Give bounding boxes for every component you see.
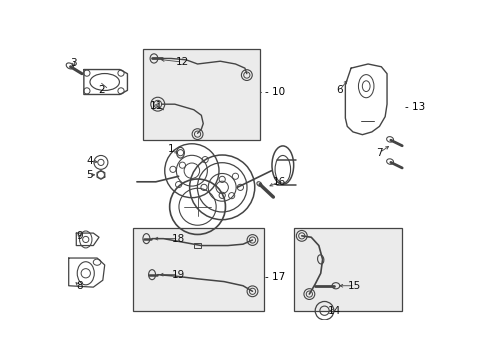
Text: 3: 3 [70, 58, 77, 68]
Text: 2: 2 [98, 85, 105, 95]
Text: 11: 11 [150, 100, 163, 111]
Text: 1: 1 [167, 144, 174, 153]
Text: 9: 9 [76, 231, 82, 241]
Text: 7: 7 [375, 148, 382, 158]
Text: 19: 19 [172, 270, 185, 280]
Text: - 10: - 10 [264, 87, 285, 97]
Text: 6: 6 [336, 85, 342, 95]
Bar [294, 228, 402, 311]
Text: 8: 8 [76, 281, 82, 291]
Text: 12: 12 [175, 57, 189, 67]
Bar [142, 49, 260, 140]
Text: 15: 15 [347, 281, 361, 291]
Text: - 17: - 17 [264, 273, 285, 283]
Text: - 13: - 13 [405, 102, 425, 112]
Text: 16: 16 [272, 177, 285, 187]
Bar [193, 243, 201, 248]
Text: 14: 14 [326, 306, 340, 316]
Text: 18: 18 [172, 234, 185, 244]
Text: 4: 4 [86, 156, 93, 166]
Text: 5: 5 [86, 170, 93, 180]
Bar [133, 228, 264, 311]
